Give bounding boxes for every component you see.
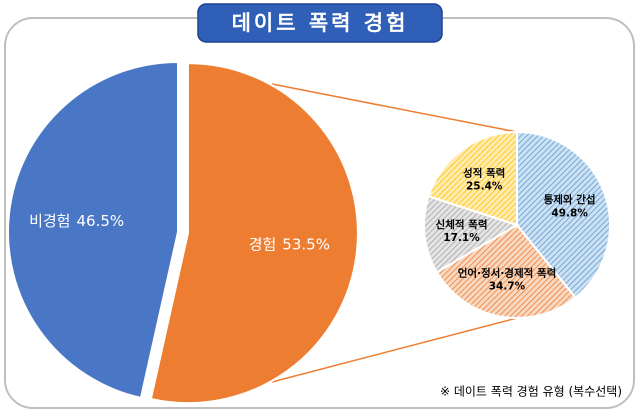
pie-slice	[435, 223, 577, 319]
pie-slice	[516, 130, 611, 299]
slice-value: 25.4%	[466, 181, 503, 193]
slice-value: 49.8%	[551, 207, 588, 219]
slice-value: 46.5%	[76, 211, 124, 229]
title: 데이트 폭력 경험	[232, 11, 409, 35]
connector	[271, 83, 518, 133]
slice-label: 언어·정서·경제적 폭력 34.7%	[458, 267, 557, 293]
title-banner	[197, 3, 443, 43]
connector	[271, 317, 518, 383]
slice-category: 신체적 폭력	[436, 218, 488, 231]
slice-value: 34.7%	[489, 281, 526, 293]
pie-slice	[423, 195, 520, 274]
slice-label: 경험 53.5%	[249, 235, 330, 253]
slice-label: 성적 폭력 25.4%	[463, 167, 505, 193]
pie-slice	[149, 62, 359, 405]
slice-value: 17.1%	[443, 232, 480, 244]
slice-category: 성적 폭력	[463, 167, 505, 180]
slice-category: 통제와 간섭	[544, 193, 596, 206]
slice-label: 비경험 46.5%	[29, 211, 124, 229]
pie-slice	[7, 60, 179, 400]
slice-category: 언어·정서·경제적 폭력	[458, 267, 557, 280]
pie-slice	[427, 130, 518, 227]
slice-label: 신체적 폭력 17.1%	[436, 218, 488, 244]
slice-label: 통제와 간섭 49.8%	[544, 193, 596, 219]
note: ※ 데이트 폭력 경험 유형 (복수선택)	[440, 385, 622, 399]
slice-category: 비경험	[29, 211, 70, 229]
slice-value: 53.5%	[282, 235, 330, 253]
slice-category: 경험	[249, 235, 277, 253]
